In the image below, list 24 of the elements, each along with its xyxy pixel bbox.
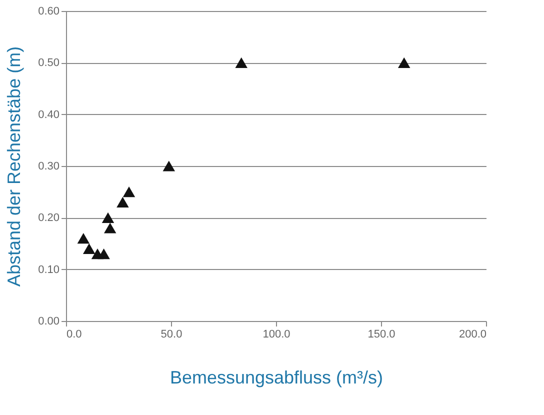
x-axis-title: Bemessungsabfluss (m³/s) <box>170 368 384 388</box>
point <box>398 57 410 68</box>
y-tick-label: 0.50 <box>38 57 60 70</box>
point <box>82 243 96 254</box>
point <box>122 186 136 198</box>
point <box>235 57 248 68</box>
x-tick-label: 100.0 <box>262 328 290 340</box>
x-tick-label: 0.0 <box>66 328 82 340</box>
y-tick-label: 0.40 <box>38 108 60 121</box>
point <box>102 212 114 223</box>
point <box>77 233 90 244</box>
y-tick-label: 0.20 <box>38 212 60 224</box>
y-axis-title: Abstand der Rechenstäbe (m) <box>4 46 24 287</box>
x-tick-label: 200.0 <box>458 328 486 340</box>
x-tick-label: 150.0 <box>368 328 396 340</box>
point <box>98 248 110 260</box>
point <box>162 160 176 172</box>
y-tick-label: 0.00 <box>38 316 60 328</box>
point <box>104 222 116 234</box>
y-tick-label: 0.10 <box>38 264 60 276</box>
y-tick-label: 0.60 <box>38 6 60 18</box>
point <box>116 196 129 208</box>
x-tick-label: 50.0 <box>160 328 182 340</box>
y-tick-label: 0.30 <box>38 160 60 172</box>
